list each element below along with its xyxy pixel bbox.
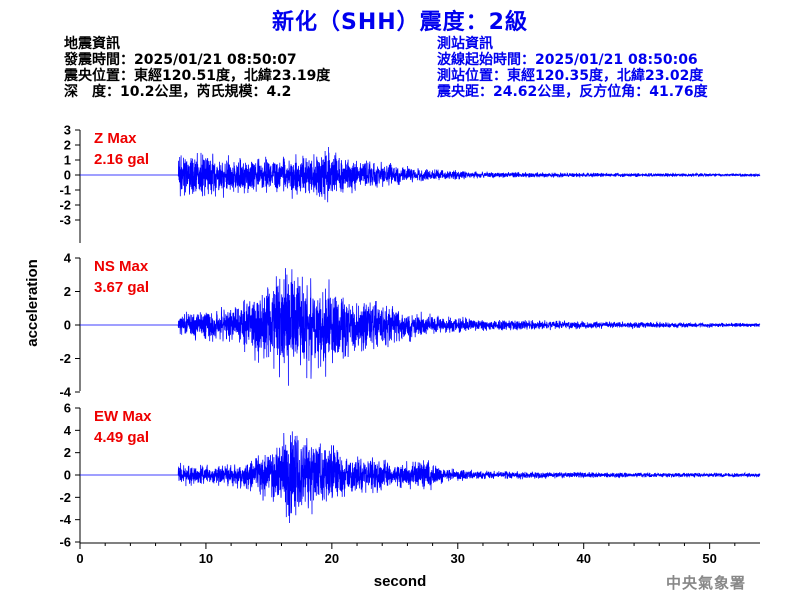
max-value-ns: 3.67 gal [94, 279, 149, 296]
x-tick-label: 10 [199, 551, 213, 566]
max-value-ew: 4.49 gal [94, 429, 149, 446]
max-label-ns: NS Max [94, 258, 149, 275]
y-tick-label: 2 [64, 138, 71, 153]
waveform-ew [80, 431, 761, 524]
page-title: 新化（SHH）震度：2級 [272, 10, 528, 35]
y-tick-label: 4 [64, 423, 72, 438]
y-tick-label: 0 [64, 168, 71, 183]
origin-time: 發震時間：2025/01/21 08:50:07 [64, 52, 297, 68]
y-tick-label: 1 [64, 153, 71, 168]
max-value-z: 2.16 gal [94, 151, 149, 168]
y-tick-label: -4 [59, 385, 71, 400]
y-tick-label: -2 [59, 351, 71, 366]
x-axis-title: second [374, 573, 427, 590]
wave-start-time: 波線起始時間：2025/01/21 08:50:06 [437, 52, 698, 68]
y-tick-label: -4 [59, 512, 71, 527]
y-tick-label: -3 [59, 213, 71, 228]
y-tick-label: 2 [64, 284, 71, 299]
max-label-ew: EW Max [94, 408, 152, 425]
y-tick-label: -2 [59, 198, 71, 213]
x-tick-label: 40 [576, 551, 590, 566]
station-info-heading: 測站資訊 [437, 36, 493, 52]
y-tick-label: -6 [59, 535, 71, 550]
x-tick-label: 20 [325, 551, 339, 566]
x-tick-label: 50 [702, 551, 716, 566]
event-info-block: 地震資訊 發震時間：2025/01/21 08:50:07 震央位置：東經120… [64, 36, 330, 100]
x-tick-label: 30 [451, 551, 465, 566]
y-tick-label: 0 [64, 318, 71, 333]
event-info-heading: 地震資訊 [64, 36, 120, 52]
station-location: 測站位置：東經120.35度，北緯23.02度 [437, 68, 704, 84]
y-axis-title: acceleration [24, 259, 41, 347]
y-tick-label: 3 [64, 123, 71, 138]
y-tick-label: 6 [64, 401, 71, 416]
y-tick-label: -2 [59, 490, 71, 505]
y-tick-label: -1 [59, 183, 71, 198]
epicenter-location: 震央位置：東經120.51度，北緯23.19度 [64, 68, 331, 84]
waveform-ns [80, 268, 761, 386]
waveform-z [80, 146, 761, 203]
agency-footer: 中央氣象署 [665, 574, 746, 592]
station-info-block: 測站資訊 波線起始時間：2025/01/21 08:50:06 測站位置：東經1… [437, 36, 708, 100]
distance-azimuth: 震央距：24.62公里，反方位角：41.76度 [437, 84, 708, 100]
x-tick-label: 0 [76, 551, 83, 566]
y-tick-label: 0 [64, 468, 71, 483]
y-tick-label: 4 [64, 251, 72, 266]
max-label-z: Z Max [94, 130, 137, 147]
depth-magnitude: 深 度：10.2公里，芮氏規模：4.2 [64, 84, 292, 100]
y-tick-label: 2 [64, 445, 71, 460]
